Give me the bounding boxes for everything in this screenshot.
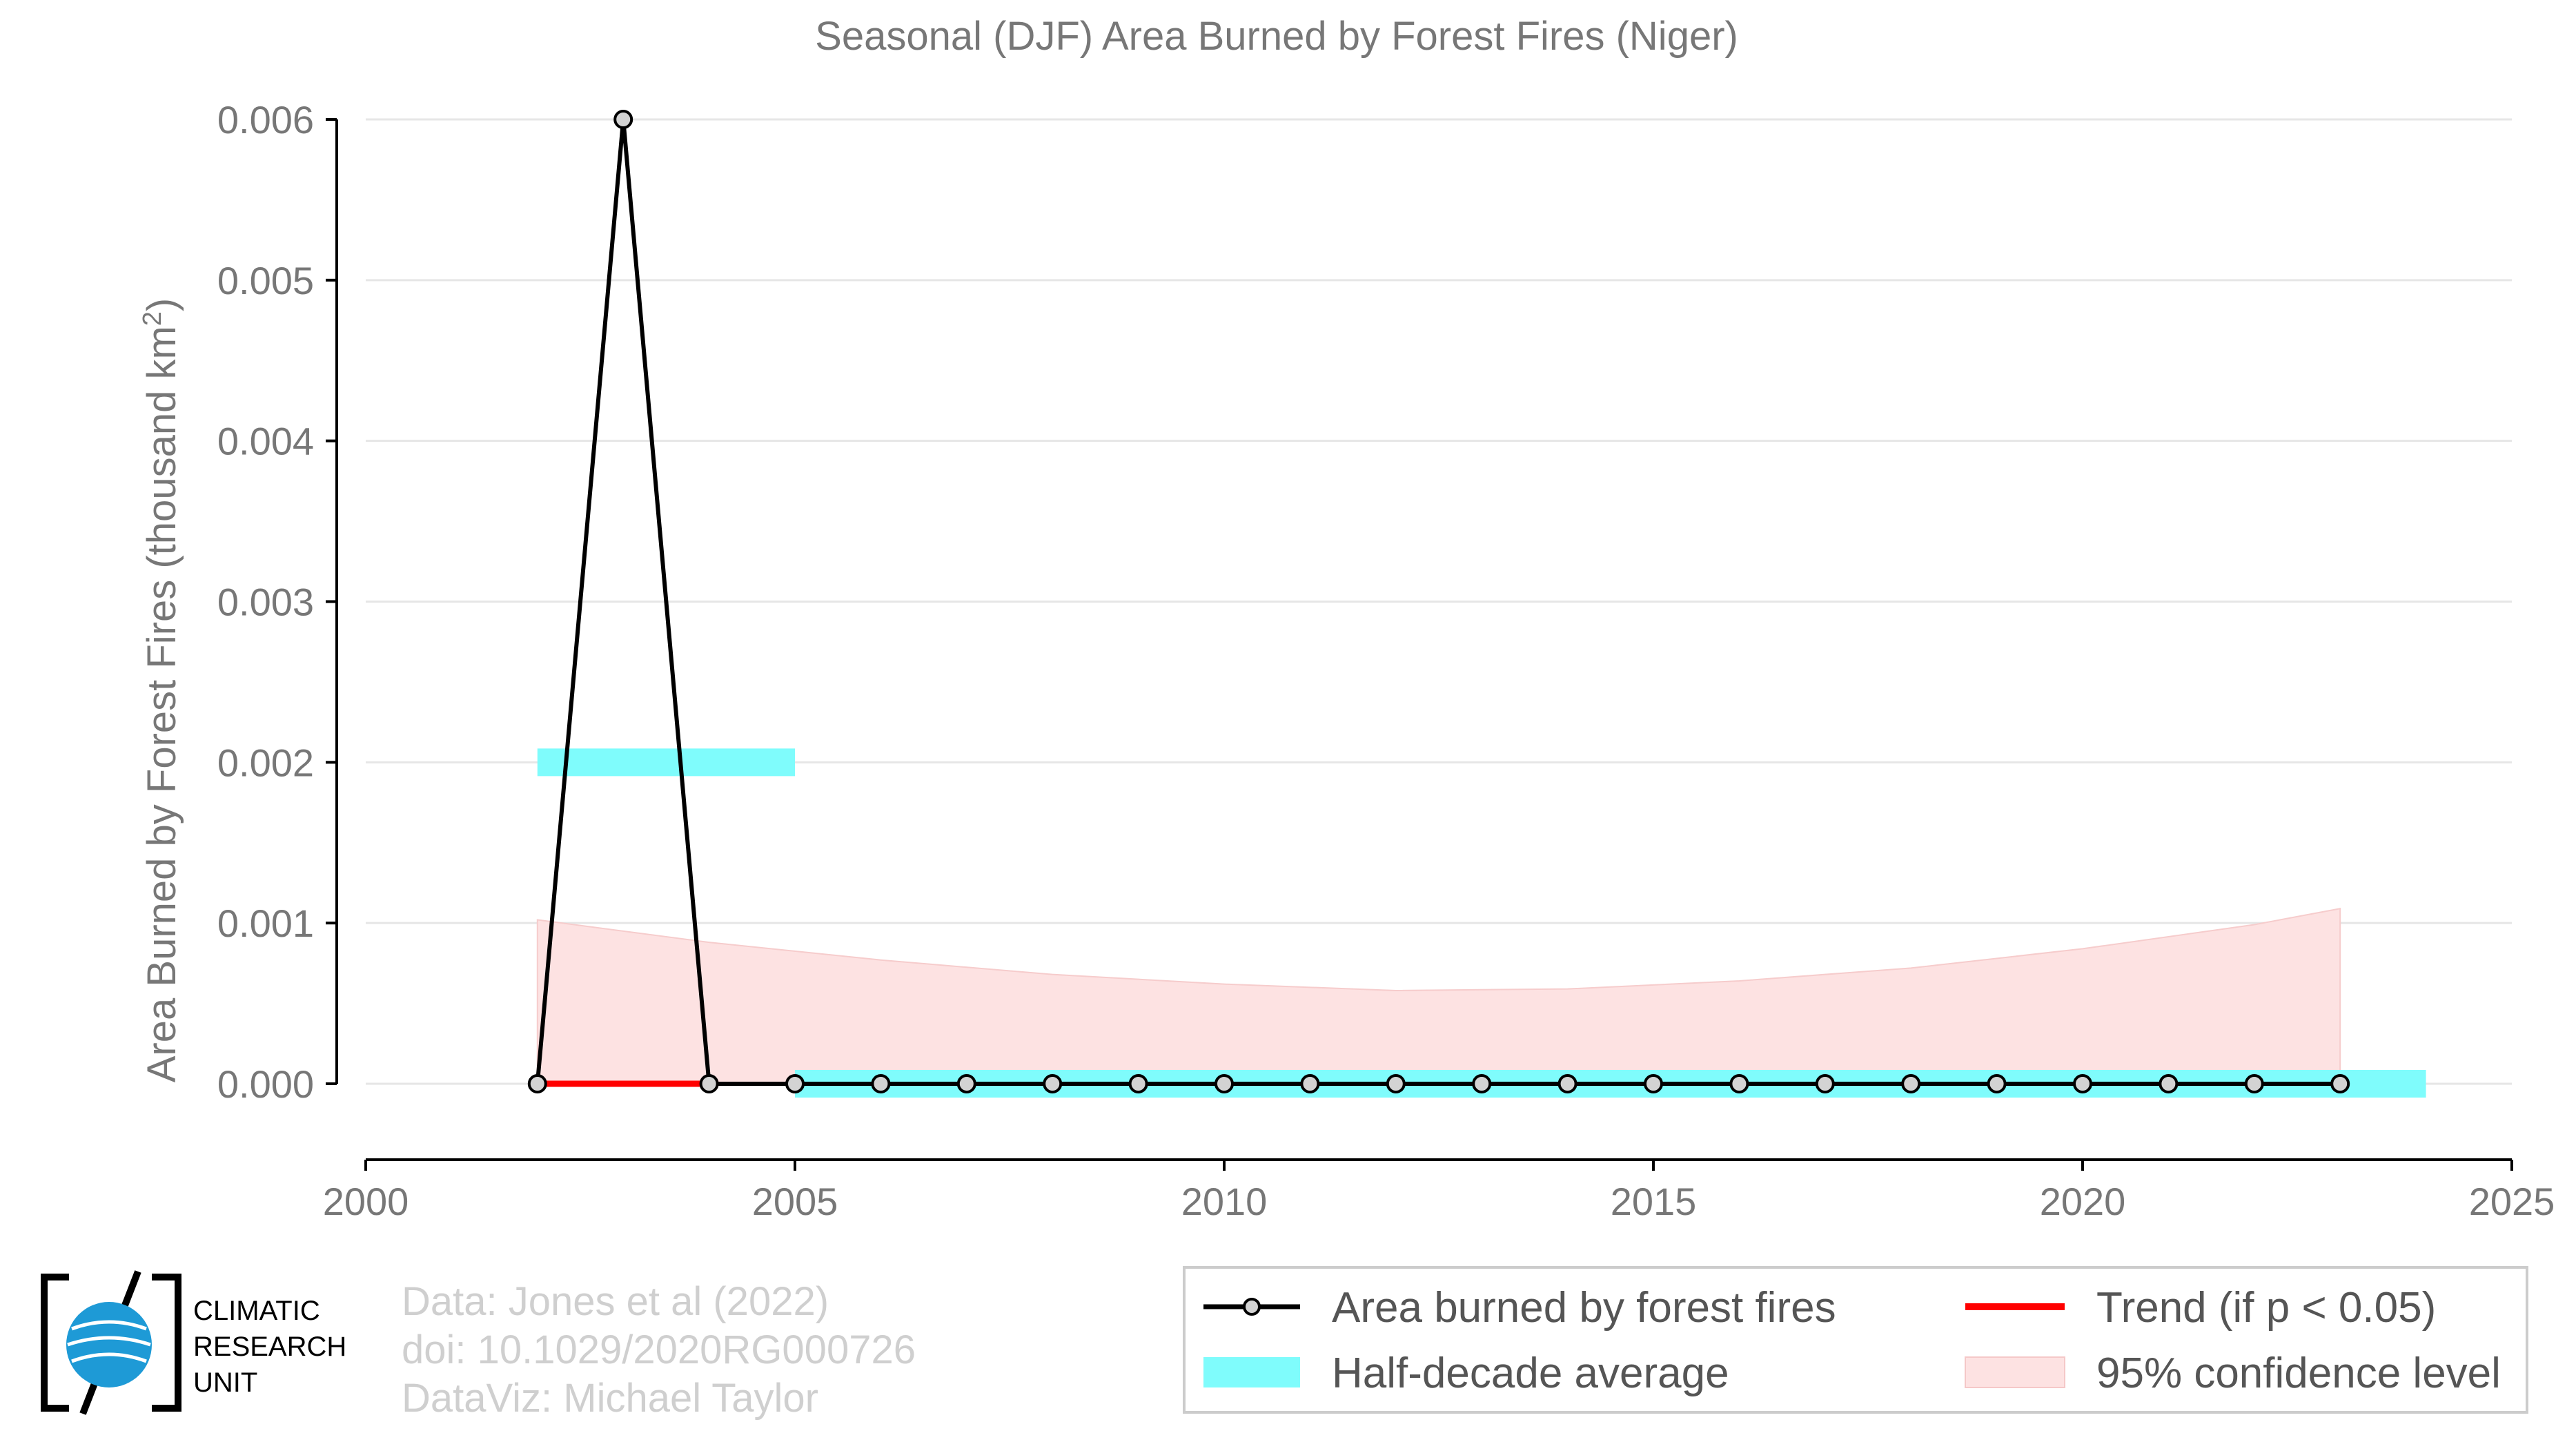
x-tick-label-4: 2020 bbox=[2040, 1180, 2126, 1223]
logo-text-line2: RESEARCH bbox=[193, 1332, 346, 1362]
legend-half-decade-swatch bbox=[1203, 1357, 1300, 1387]
data-point-2011 bbox=[1300, 1074, 1320, 1093]
data-point-2023 bbox=[2330, 1074, 2350, 1093]
logo-text-line1: CLIMATIC bbox=[193, 1296, 320, 1326]
y-tick-label-4: 0.004 bbox=[217, 420, 314, 463]
logo-bracket-left bbox=[41, 1274, 69, 1412]
x-tick-label-3: 2015 bbox=[1611, 1180, 1697, 1223]
y-tick-label-5: 0.005 bbox=[217, 259, 314, 302]
data-point-2017 bbox=[1815, 1074, 1835, 1093]
y-tick-label-0: 0.000 bbox=[217, 1062, 314, 1106]
data-point-2007 bbox=[956, 1074, 976, 1093]
credit-data: Data: Jones et al (2022) bbox=[402, 1279, 829, 1324]
confidence-band-layer bbox=[536, 908, 2341, 1084]
y-tick-label-3: 0.003 bbox=[217, 581, 314, 624]
y-tick-label-2: 0.002 bbox=[217, 741, 314, 784]
half-decade-bar-0 bbox=[537, 748, 795, 777]
data-point-2022 bbox=[2244, 1074, 2264, 1093]
globe-icon bbox=[66, 1302, 152, 1387]
legend-label-trend: Trend (if p < 0.05) bbox=[2096, 1284, 2436, 1332]
data-point-2010 bbox=[1215, 1074, 1234, 1093]
data-point-2018 bbox=[1901, 1074, 1921, 1093]
legend-marker-swatch bbox=[1243, 1298, 1261, 1316]
data-point-2016 bbox=[1729, 1074, 1749, 1093]
x-tick-labels: 2000 2005 2010 2015 2020 2025 bbox=[323, 1160, 2555, 1223]
x-tick-label-2: 2010 bbox=[1181, 1180, 1268, 1223]
legend-confidence-swatch bbox=[1965, 1356, 2065, 1388]
x-tick-label-5: 2025 bbox=[2469, 1180, 2555, 1223]
data-point-2006 bbox=[871, 1074, 891, 1093]
data-point-2004 bbox=[699, 1074, 719, 1093]
data-point-2003 bbox=[613, 110, 633, 129]
data-point-2002 bbox=[527, 1074, 547, 1093]
y-axis-label: Area Burned by Forest Fires (thousand km… bbox=[138, 298, 184, 1083]
data-point-2021 bbox=[2159, 1074, 2179, 1093]
legend: Area burned by forest fires Trend (if p … bbox=[1183, 1266, 2528, 1414]
legend-label-line: Area burned by forest fires bbox=[1332, 1284, 1836, 1332]
y-axis-label-superscript: 2 bbox=[138, 311, 167, 326]
chart-title: Seasonal (DJF) Area Burned by Forest Fir… bbox=[815, 14, 1738, 59]
cru-logo: CLIMATIC RESEARCH UNIT bbox=[41, 1270, 346, 1415]
y-tick-labels: 0.000 0.001 0.002 0.003 0.004 0.005 0.006 bbox=[217, 98, 337, 1106]
data-point-2020 bbox=[2073, 1074, 2092, 1093]
x-tick-label-0: 2000 bbox=[323, 1180, 409, 1223]
legend-box bbox=[1183, 1266, 2528, 1414]
data-point-2005 bbox=[785, 1074, 805, 1093]
logo-text-line3: UNIT bbox=[193, 1367, 257, 1398]
legend-label-confidence: 95% confidence level bbox=[2096, 1350, 2501, 1397]
data-point-2013 bbox=[1472, 1074, 1492, 1093]
legend-label-half-decade: Half-decade average bbox=[1332, 1350, 1729, 1397]
y-tick-label-1: 0.001 bbox=[217, 902, 314, 945]
credit-doi: doi: 10.1029/2020RG000726 bbox=[402, 1327, 916, 1372]
series-layer bbox=[527, 110, 2350, 1093]
data-point-2014 bbox=[1557, 1074, 1577, 1093]
logo-bracket-right bbox=[152, 1274, 181, 1412]
data-point-2009 bbox=[1128, 1074, 1148, 1093]
x-tick-label-1: 2005 bbox=[752, 1180, 838, 1223]
data-point-2012 bbox=[1386, 1074, 1406, 1093]
confidence-band bbox=[536, 908, 2341, 1084]
y-tick-label-6: 0.006 bbox=[217, 98, 314, 142]
data-point-2008 bbox=[1043, 1074, 1063, 1093]
credit-dataviz: DataViz: Michael Taylor bbox=[402, 1376, 818, 1421]
data-point-2019 bbox=[1987, 1074, 2007, 1093]
series-line bbox=[535, 117, 2341, 1086]
data-point-2015 bbox=[1644, 1074, 1663, 1093]
